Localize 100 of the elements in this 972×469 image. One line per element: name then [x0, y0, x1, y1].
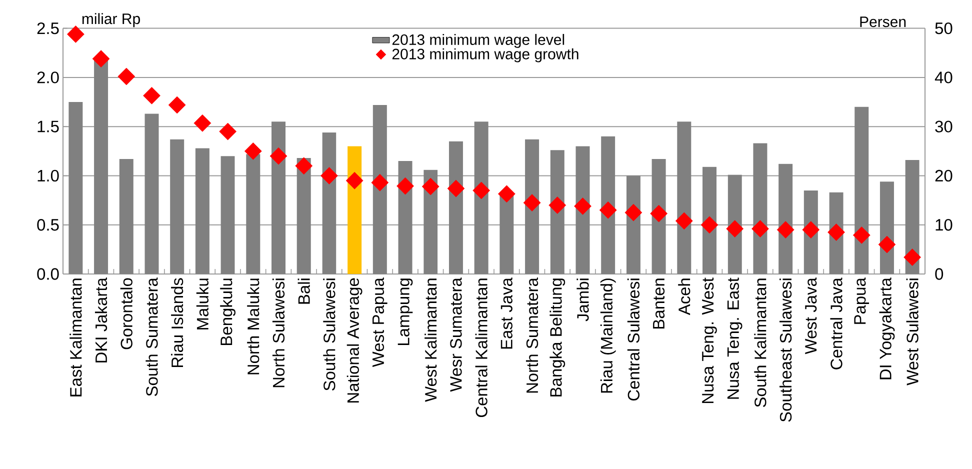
bar	[119, 159, 134, 274]
x-tick-label: Jambi	[576, 278, 589, 322]
point	[447, 180, 465, 198]
x-tick-label: Central Java	[830, 278, 842, 370]
point	[346, 172, 364, 190]
bar	[601, 136, 616, 274]
bar	[778, 164, 793, 274]
point	[194, 114, 212, 132]
y2-tick-label: 10	[936, 219, 952, 231]
y-tick-label: 2.0	[37, 72, 59, 84]
bar	[854, 106, 869, 274]
x-tick-label: West Papua	[372, 278, 388, 368]
point	[548, 196, 566, 214]
point	[802, 221, 820, 238]
x-tick-label: East Kalimantan	[70, 278, 82, 396]
point	[168, 96, 186, 114]
point	[726, 220, 744, 238]
x-tick-label: Nusa Teng. West	[702, 278, 717, 404]
point	[599, 201, 617, 219]
x-tick-label: East Java	[500, 278, 512, 349]
point	[498, 185, 516, 203]
point	[523, 194, 541, 212]
point	[92, 50, 110, 68]
y2-tick-label: 40	[934, 72, 952, 84]
x-tick-label: South Sumatera	[146, 278, 158, 396]
x-tick-label: Lampung	[398, 278, 413, 345]
point	[624, 204, 642, 222]
bar	[372, 104, 387, 274]
x-tick-label: Riau (Mainland)	[600, 278, 616, 393]
bar	[348, 146, 362, 274]
point	[244, 142, 262, 160]
point	[371, 174, 389, 192]
point	[878, 236, 896, 254]
y2-tick-label: 50	[935, 22, 952, 34]
x-tick-label: Gorontalo	[120, 278, 132, 350]
bar	[474, 122, 488, 274]
point	[219, 122, 236, 140]
point	[320, 167, 338, 184]
y2-tick-label: 30	[935, 120, 952, 132]
y2-axis-title: Persen	[860, 16, 906, 28]
x-tick-label: Bengkulu	[220, 278, 236, 345]
point	[118, 68, 136, 86]
point	[904, 248, 922, 266]
point	[675, 212, 693, 230]
y-tick-label: 0.5	[37, 219, 59, 231]
x-tick-label: DI Yogyakarta	[879, 278, 895, 380]
bar	[220, 156, 235, 274]
y-axis-title: miliar Rp	[82, 13, 140, 28]
bar	[195, 148, 210, 274]
bar	[246, 154, 260, 274]
x-tick-label: North Maluku	[247, 278, 260, 374]
x-tick-label: West Sulawesi	[906, 278, 918, 386]
x-tick-label: North Sulawesi	[272, 278, 285, 388]
legend-label: 2013 minimum wage level	[392, 34, 564, 48]
point	[852, 226, 870, 244]
bar	[144, 114, 159, 274]
bar	[500, 193, 514, 274]
x-tick-label: West Kalimantan	[424, 278, 437, 402]
y-tick-label: 0.0	[37, 268, 59, 280]
y-tick-label: 1.0	[38, 170, 59, 182]
point	[422, 178, 440, 196]
point	[700, 216, 718, 234]
y2-tick-label: 0	[935, 268, 944, 280]
point	[650, 204, 668, 222]
y-tick-label: 2.5	[37, 22, 59, 34]
x-tick-label: Southeast Sulawesi	[780, 278, 792, 422]
bar	[296, 158, 311, 274]
x-tick-label: Aceh	[678, 278, 690, 316]
point	[143, 86, 160, 104]
point	[66, 26, 84, 43]
y-tick-label: 1.5	[38, 120, 59, 132]
bar	[652, 159, 666, 274]
bar	[68, 102, 83, 274]
x-tick-label: South Kalimantan	[754, 278, 766, 408]
point	[776, 221, 794, 238]
x-tick-label: Central Kalimantan	[475, 278, 488, 418]
point	[752, 220, 769, 238]
bar	[170, 139, 184, 274]
bar	[677, 122, 692, 274]
bar	[398, 160, 412, 274]
bar	[272, 122, 286, 274]
point	[472, 182, 490, 200]
x-tick-label: Maluku	[196, 278, 208, 330]
point	[574, 198, 592, 215]
x-tick-label: Central Sulawesi	[627, 278, 640, 401]
bar	[753, 143, 768, 274]
x-tick-label: Riau Islands	[171, 278, 184, 367]
point	[396, 177, 414, 195]
bar	[550, 150, 564, 274]
x-tick-label: Bali	[298, 278, 310, 304]
x-tick-label: Nusa Teng. East	[727, 278, 742, 399]
x-tick-label: Wesr Sumatera	[450, 278, 462, 392]
bar	[448, 141, 463, 274]
x-tick-label: Bangka Belitung	[550, 278, 566, 396]
x-tick-label: North Sumatera	[526, 278, 538, 393]
x-tick-label: West Java	[805, 278, 817, 354]
bar	[525, 139, 540, 274]
x-tick-label: DKI Jakarta	[94, 278, 108, 362]
point	[828, 224, 845, 241]
bar	[576, 146, 590, 274]
